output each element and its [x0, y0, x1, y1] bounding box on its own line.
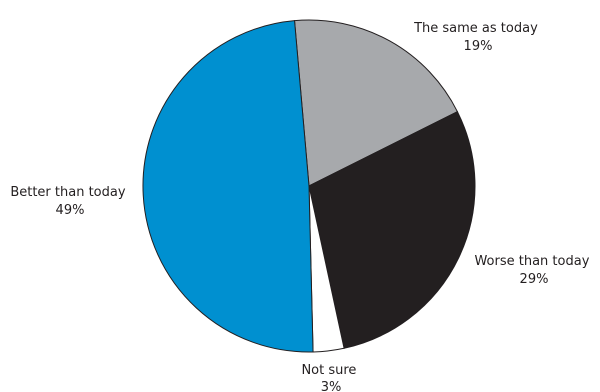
slice-worse	[308, 110, 476, 349]
slice-same	[293, 19, 459, 187]
pie-slices	[142, 19, 476, 353]
slice-label-better: Better than today 49%	[10, 185, 129, 218]
slice-label-same: The same as today 19%	[413, 21, 542, 54]
pie-labels: The same as today 19% Worse than today 2…	[10, 21, 593, 392]
slice-label-worse: Worse than today 29%	[474, 254, 593, 287]
slice-label-not-sure: Not sure 3%	[301, 363, 360, 392]
slice-better	[142, 20, 314, 353]
